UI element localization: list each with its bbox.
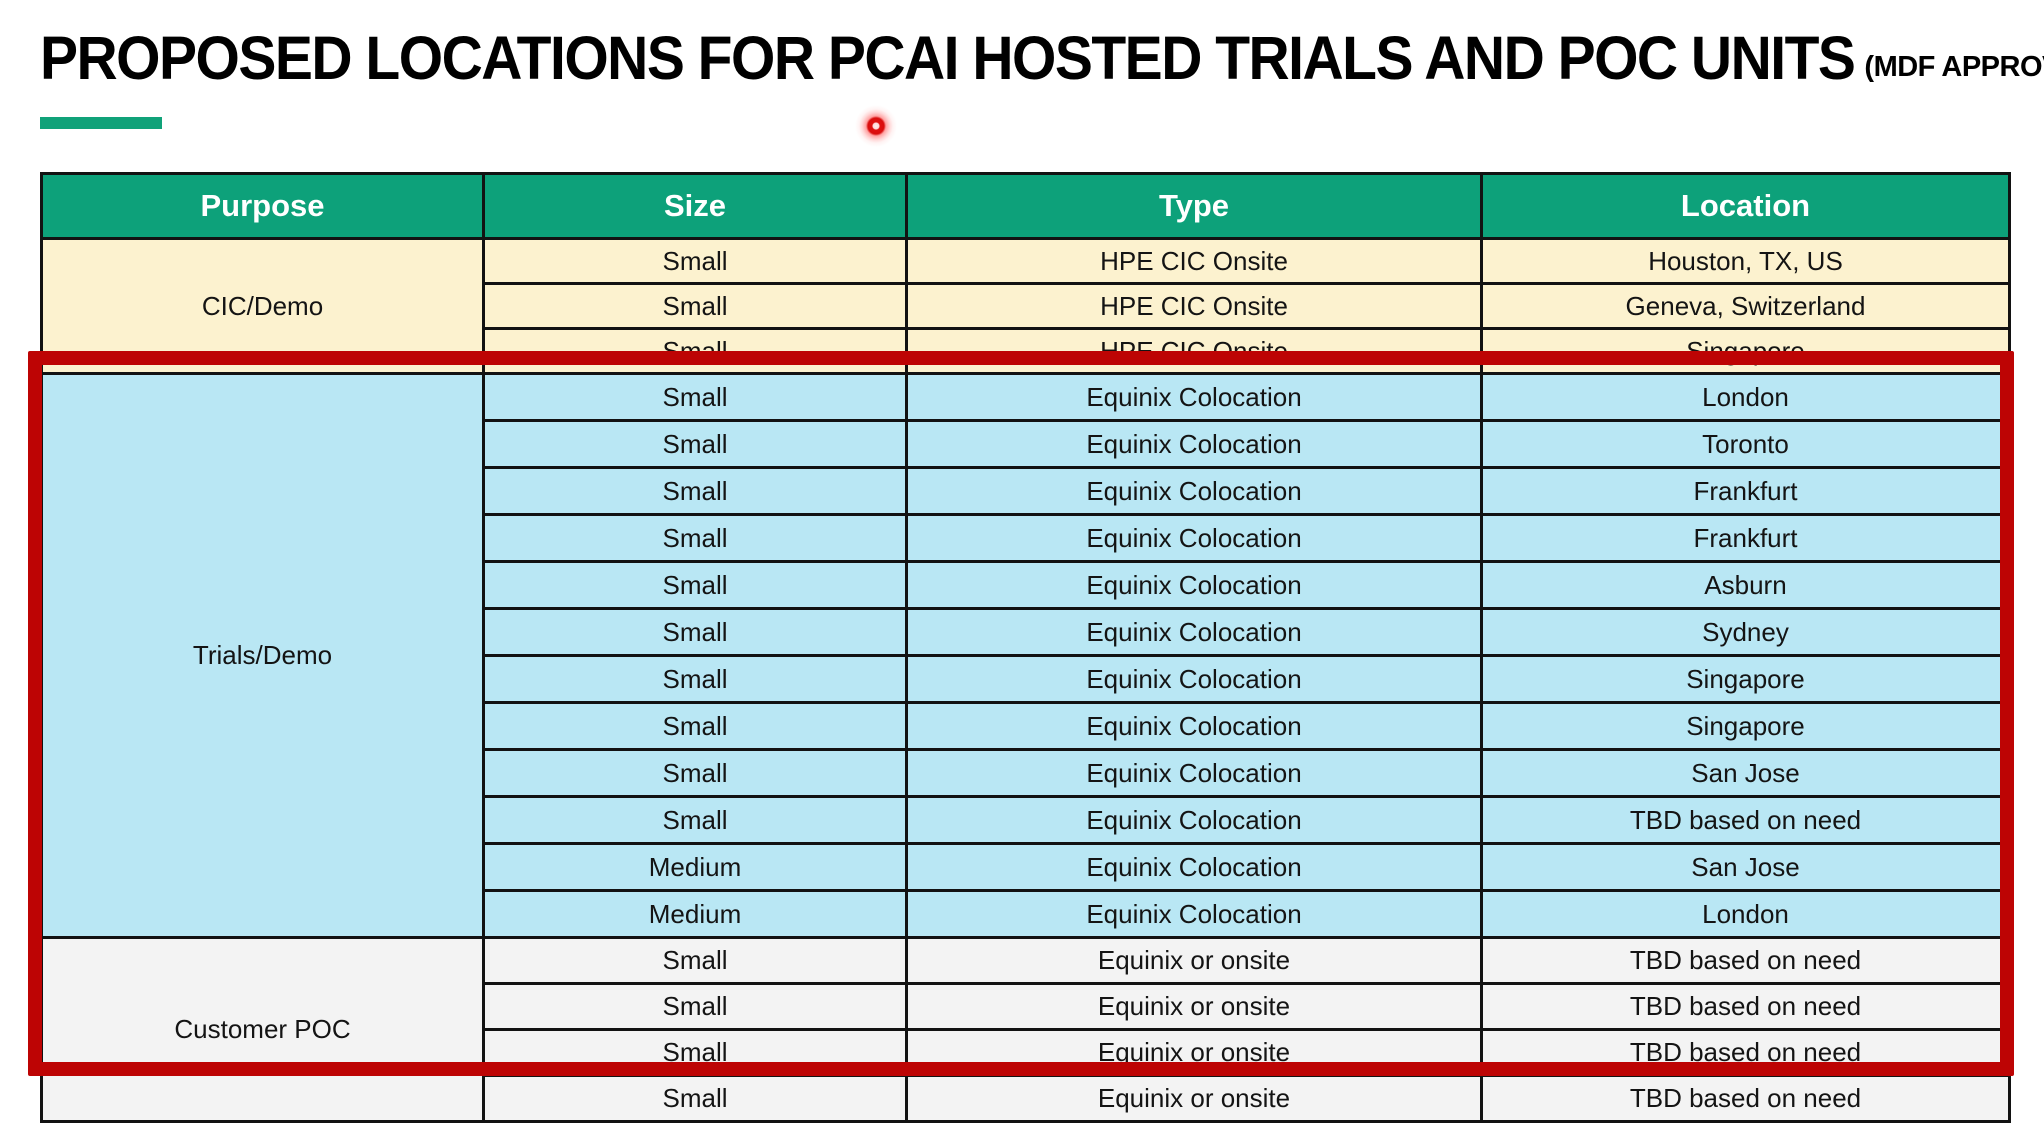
type-cell: Equinix Colocation — [905, 889, 1483, 939]
type-cell: Equinix Colocation — [905, 842, 1483, 892]
type-cell: Equinix Colocation — [905, 466, 1483, 516]
table-row: Small Equinix Colocation Sydney — [42, 607, 2011, 657]
type-cell: HPE CIC Onsite — [905, 327, 1483, 375]
type-cell: HPE CIC Onsite — [905, 282, 1483, 330]
page-title: PROPOSED LOCATIONS FOR PCAI HOSTED TRIAL… — [40, 23, 1856, 93]
location-cell: TBD based on need — [1480, 1028, 2011, 1077]
size-cell: Small — [482, 1028, 908, 1077]
table-row: Small Equinix Colocation Asburn — [42, 560, 2011, 610]
location-cell: Singapore — [1480, 701, 2011, 751]
slide-title: PROPOSED LOCATIONS FOR PCAI HOSTED TRIAL… — [40, 24, 2044, 94]
location-cell: Frankfurt — [1480, 513, 2011, 563]
type-cell: HPE CIC Onsite — [905, 237, 1483, 285]
table-row: CIC/Demo Small HPE CIC Onsite Houston, TX, … — [40, 237, 2011, 375]
table-row: Medium Equinix Colocation San Jose — [42, 842, 2011, 892]
size-cell: Small — [482, 982, 908, 1031]
location-cell: Singapore — [1480, 327, 2011, 375]
size-cell: Small — [482, 654, 908, 704]
purpose-cell: Customer POC — [40, 936, 485, 1123]
type-cell: Equinix Colocation — [905, 513, 1483, 563]
table-row: Small Equinix Colocation TBD based on need — [42, 795, 2011, 845]
column-header-size: Size — [482, 172, 908, 240]
size-cell: Small — [482, 282, 908, 330]
location-cell: Singapore — [1480, 654, 2011, 704]
type-cell: Equinix or onsite — [905, 982, 1483, 1031]
table-row: Small Equinix Colocation Toronto — [42, 419, 2011, 469]
table-row: Small Equinix or onsite TBD based on need — [42, 982, 2011, 1031]
size-cell: Small — [482, 419, 908, 469]
size-cell: Small — [482, 936, 908, 985]
size-cell: Small — [482, 560, 908, 610]
purpose-cell: Trials/Demo — [40, 372, 485, 939]
type-cell: Equinix Colocation — [905, 654, 1483, 704]
type-cell: Equinix Colocation — [905, 701, 1483, 751]
size-cell: Small — [482, 327, 908, 375]
size-cell: Medium — [482, 889, 908, 939]
type-cell: Equinix Colocation — [905, 795, 1483, 845]
type-cell: Equinix Colocation — [905, 419, 1483, 469]
type-cell: Equinix Colocation — [905, 372, 1483, 422]
location-cell: Toronto — [1480, 419, 2011, 469]
location-cell: Sydney — [1480, 607, 2011, 657]
column-header-purpose: Purpose — [40, 172, 485, 240]
size-cell: Small — [482, 513, 908, 563]
location-cell: London — [1480, 372, 2011, 422]
table-row: Small Equinix Colocation San Jose — [42, 748, 2011, 798]
type-cell: Equinix Colocation — [905, 748, 1483, 798]
column-header-type: Type — [905, 172, 1483, 240]
location-cell: London — [1480, 889, 2011, 939]
size-cell: Medium — [482, 842, 908, 892]
table-row: Medium Equinix Colocation London — [42, 889, 2011, 939]
laser-pointer-dot-icon — [855, 105, 897, 147]
location-cell: Asburn — [1480, 560, 2011, 610]
size-cell: Small — [482, 607, 908, 657]
size-cell: Small — [482, 748, 908, 798]
table-row: Small Equinix Colocation Singapore — [42, 701, 2011, 751]
type-cell: Equinix Colocation — [905, 560, 1483, 610]
locations-table: Purpose Size Type Location CIC/Demo Small… — [40, 172, 2011, 1123]
table-row: Small Equinix Colocation Frankfurt — [42, 513, 2011, 563]
location-cell: Houston, TX, US — [1480, 237, 2011, 285]
table-row: Small Equinix Colocation Frankfurt — [42, 466, 2011, 516]
type-cell: Equinix Colocation — [905, 607, 1483, 657]
table-row: Customer POC Small Equinix or onsite TBD ba… — [40, 936, 2011, 1123]
location-cell: TBD based on need — [1480, 1074, 2011, 1123]
table-row: Trials/Demo Small Equinix Colocation London — [40, 372, 2011, 939]
location-cell: TBD based on need — [1480, 982, 2011, 1031]
table-row: Small HPE CIC Onsite Geneva, Switzerland — [42, 282, 2011, 330]
table-header-row: Purpose Size Type Location — [40, 172, 2011, 240]
size-cell: Small — [482, 466, 908, 516]
size-cell: Small — [482, 1074, 908, 1123]
purpose-cell: CIC/Demo — [40, 237, 485, 375]
location-cell: TBD based on need — [1480, 795, 2011, 845]
type-cell: Equinix or onsite — [905, 1074, 1483, 1123]
column-header-location: Location — [1480, 172, 2011, 240]
table-row: Small Equinix Colocation Singapore — [42, 654, 2011, 704]
location-cell: Geneva, Switzerland — [1480, 282, 2011, 330]
type-cell: Equinix or onsite — [905, 1028, 1483, 1077]
location-cell: TBD based on need — [1480, 936, 2011, 985]
size-cell: Small — [482, 795, 908, 845]
size-cell: Small — [482, 237, 908, 285]
locations-table-container: Purpose Size Type Location CIC/Demo Small… — [40, 172, 2011, 1123]
page-title-suffix: (MDF APPROVED) — [1864, 51, 2044, 83]
location-cell: San Jose — [1480, 748, 2011, 798]
size-cell: Small — [482, 372, 908, 422]
type-cell: Equinix or onsite — [905, 936, 1483, 985]
size-cell: Small — [482, 701, 908, 751]
location-cell: San Jose — [1480, 842, 2011, 892]
location-cell: Frankfurt — [1480, 466, 2011, 516]
title-accent-bar — [40, 117, 162, 129]
